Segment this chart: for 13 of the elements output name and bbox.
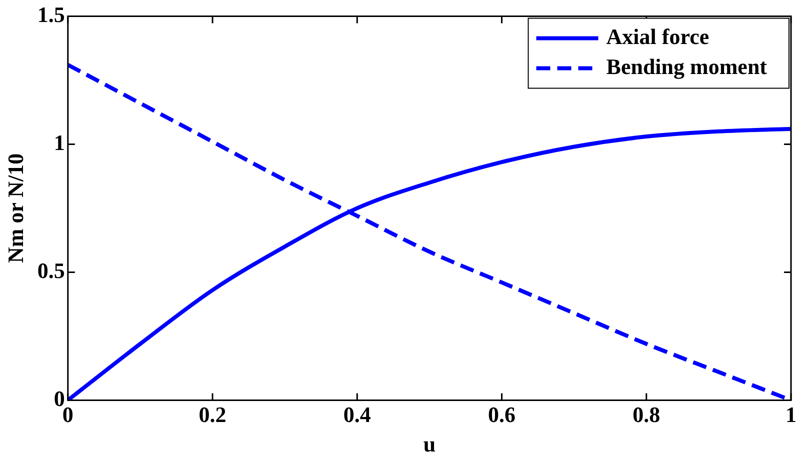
legend-label: Axial force — [606, 24, 710, 49]
y-tick-label: 1.5 — [37, 2, 65, 27]
x-tick-label: 0.2 — [198, 402, 226, 428]
y-tick-label: 0 — [54, 386, 65, 411]
x-tick-label: 1 — [786, 402, 796, 428]
x-axis-title: u — [423, 431, 436, 456]
x-tick-label: 0.4 — [343, 402, 371, 428]
y-axis-title: Nm or N/10 — [2, 153, 28, 263]
y-tick-label: 1 — [54, 130, 65, 155]
x-tick-label: 0.6 — [488, 402, 516, 428]
y-tick-label: 0.5 — [37, 258, 65, 283]
x-tick-label: 0.8 — [632, 402, 660, 428]
legend-label: Bending moment — [606, 54, 768, 79]
